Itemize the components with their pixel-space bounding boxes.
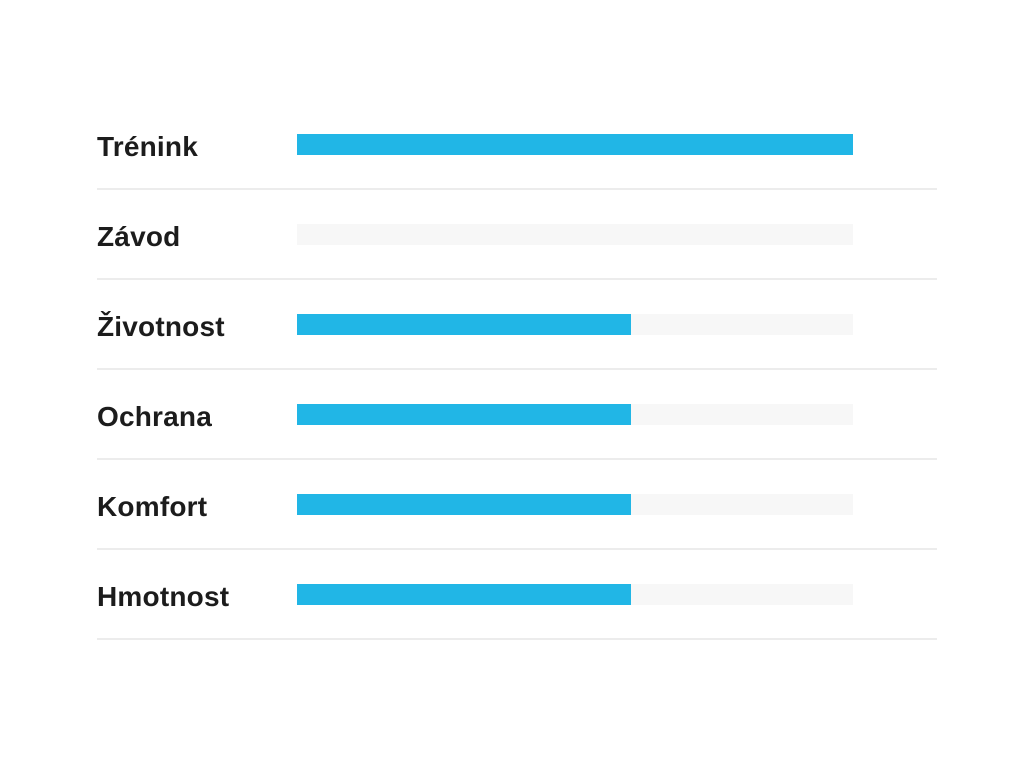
- bar-fill: [297, 134, 853, 155]
- bar-fill: [297, 404, 631, 425]
- category-label: Komfort: [97, 491, 208, 522]
- bar-fill: [297, 314, 631, 335]
- bar-track: [297, 584, 853, 605]
- rating-row: Hmotnost: [97, 550, 937, 640]
- bar-track: [297, 134, 853, 155]
- bar-track: [297, 314, 853, 335]
- bar-track: [297, 224, 853, 245]
- category-label: Trénink: [97, 131, 198, 162]
- bar-fill: [297, 494, 631, 515]
- rating-row: Životnost: [97, 280, 937, 370]
- rating-row: Závod: [97, 190, 937, 280]
- ratings-chart: Trénink Závod Životnost Ochrana Komfort Hmotn…: [97, 100, 937, 640]
- bar-track: [297, 404, 853, 425]
- rating-row: Trénink: [97, 100, 937, 190]
- category-label: Hmotnost: [97, 581, 230, 612]
- category-label: Životnost: [97, 311, 225, 342]
- category-label: Ochrana: [97, 401, 212, 432]
- bar-fill: [297, 584, 631, 605]
- bar-track: [297, 494, 853, 515]
- rating-row: Komfort: [97, 460, 937, 550]
- rating-row: Ochrana: [97, 370, 937, 460]
- category-label: Závod: [97, 221, 181, 252]
